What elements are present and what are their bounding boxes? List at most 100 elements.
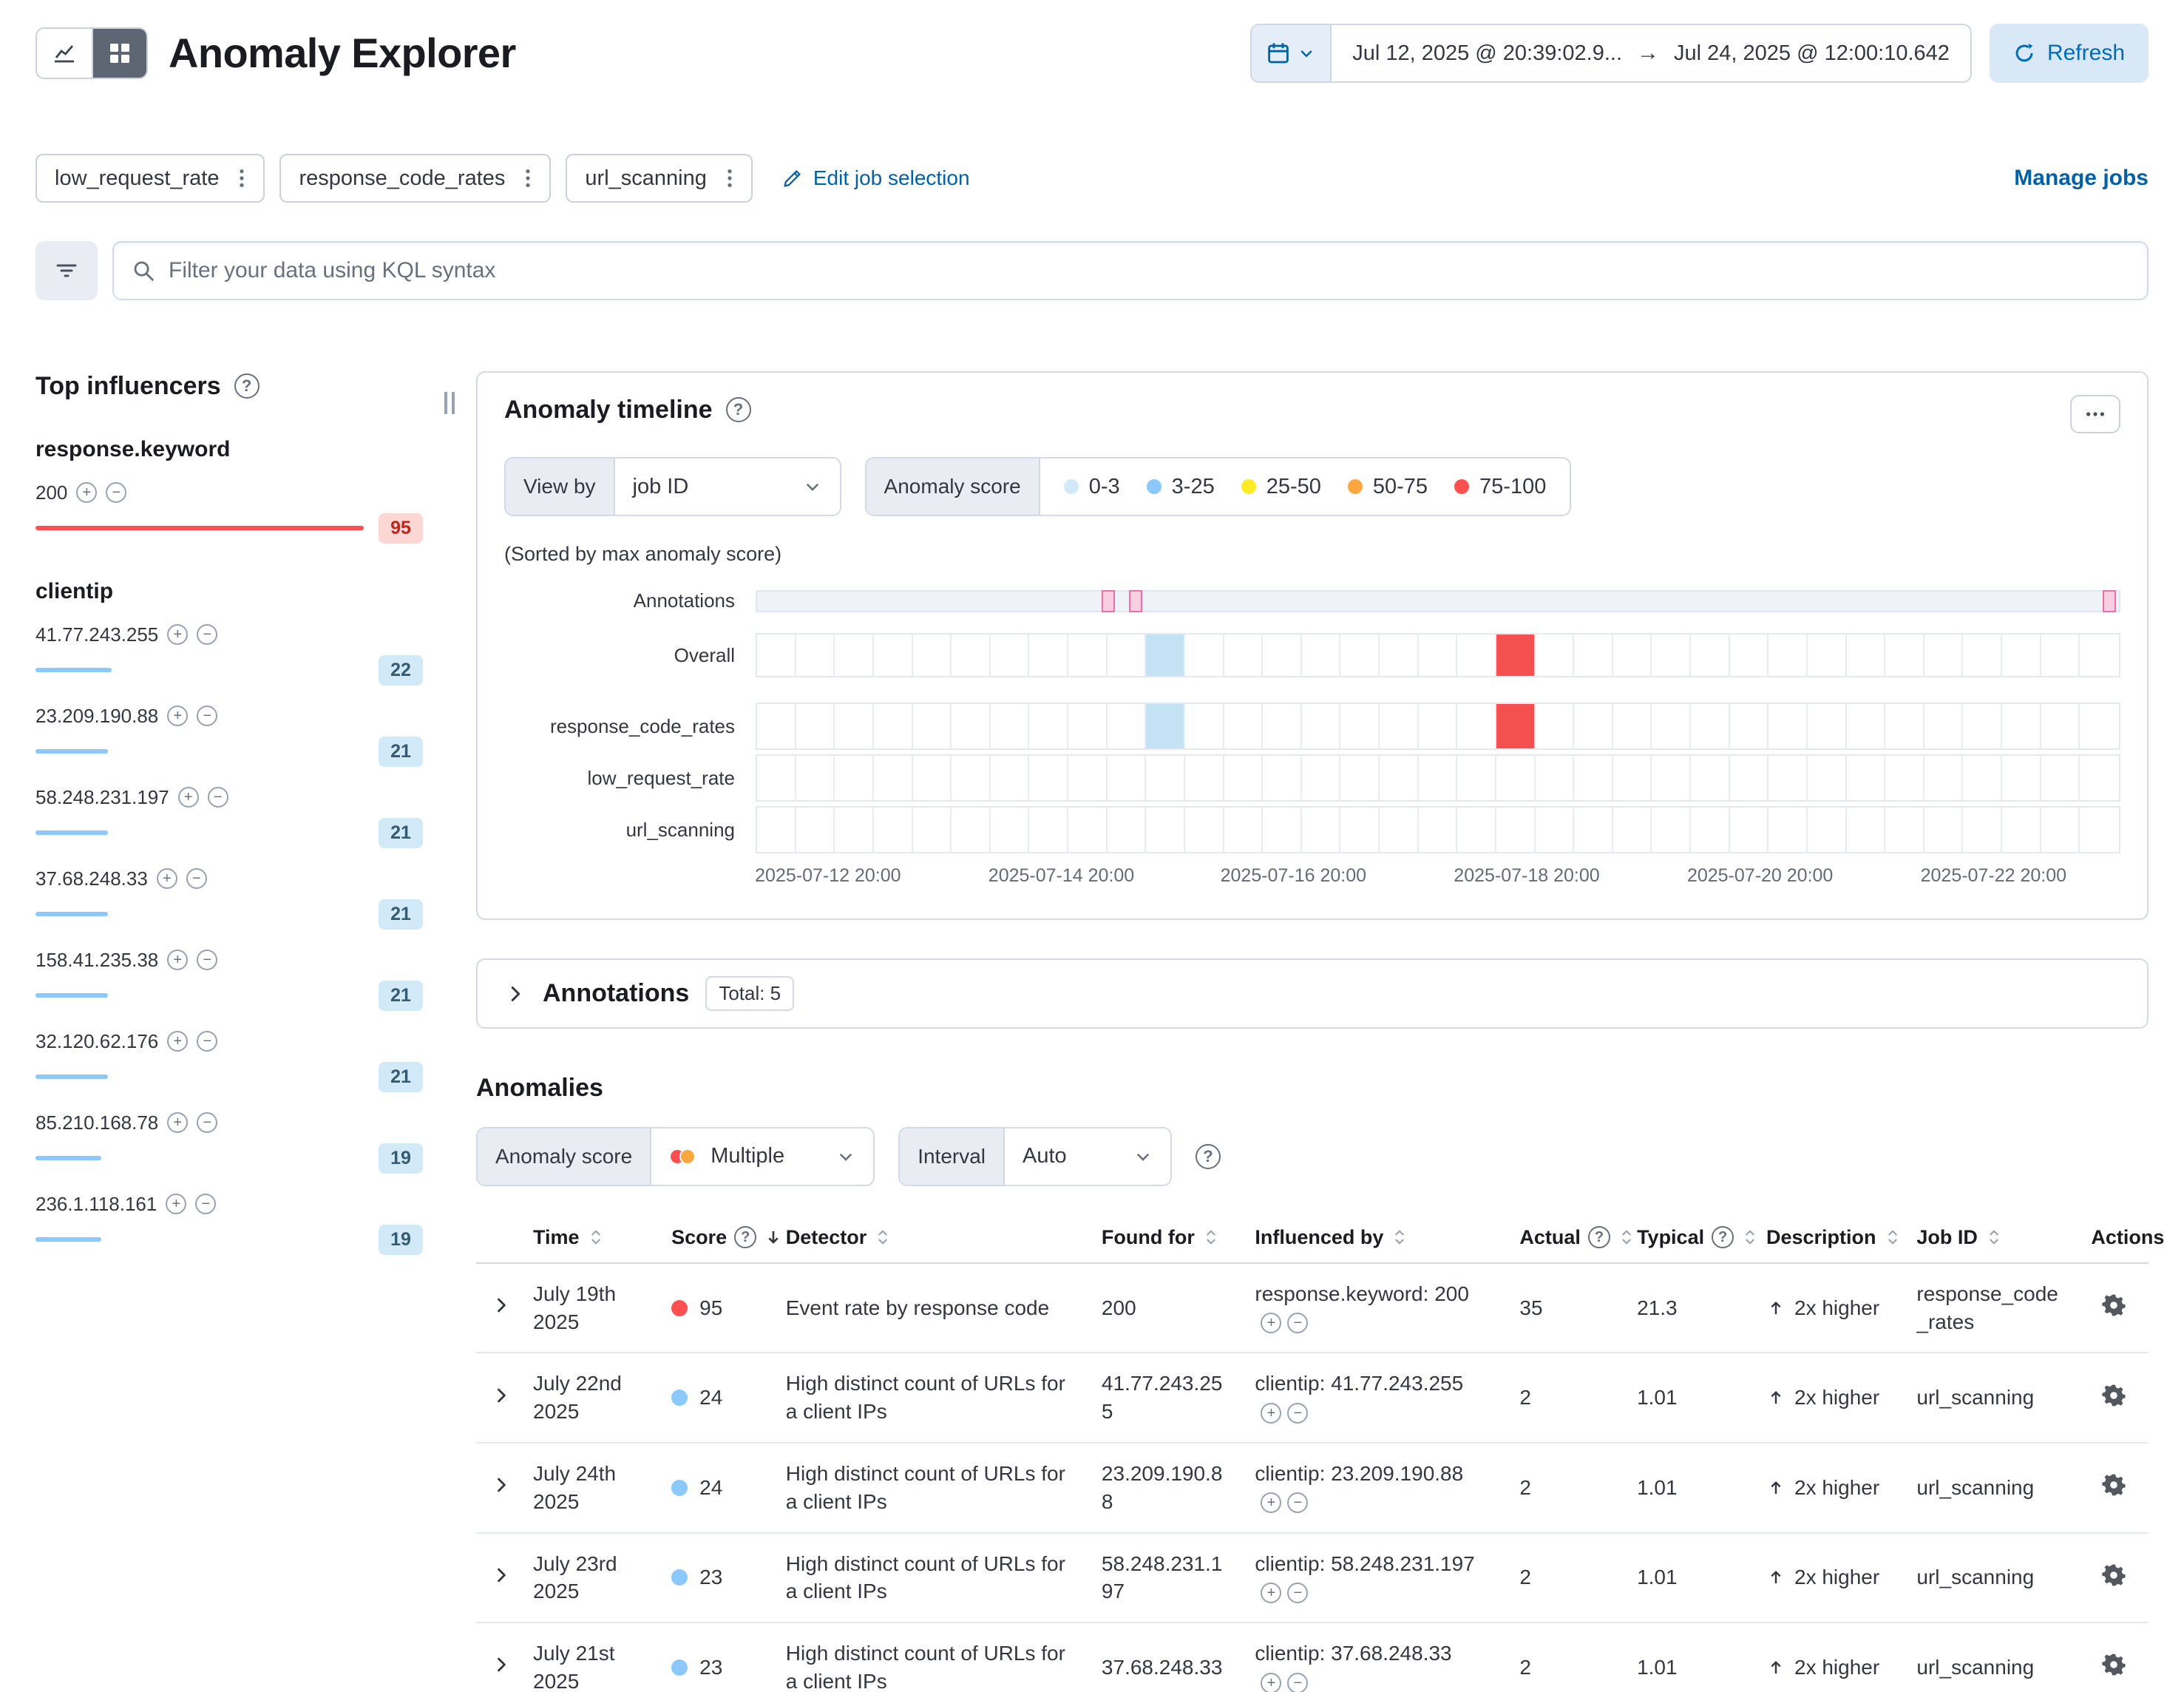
swimlane-cell[interactable]: [1885, 704, 1924, 748]
swimlane-cell[interactable]: [1068, 756, 1108, 800]
swimlane-cell[interactable]: [1924, 808, 1964, 852]
swimlane-cell[interactable]: [1924, 704, 1964, 748]
column-header[interactable]: Typical ?: [1625, 1212, 1755, 1264]
swimlane-cell[interactable]: [874, 634, 913, 676]
swimlane-cell[interactable]: [1963, 704, 2003, 748]
swimlane-cell[interactable]: [1457, 808, 1496, 852]
annotation-marker[interactable]: [2102, 589, 2116, 612]
add-filter-icon[interactable]: +: [1261, 1313, 1282, 1334]
swimlane-cell[interactable]: [1380, 634, 1419, 676]
swimlane-cell[interactable]: [2041, 704, 2080, 748]
swimlane-cell[interactable]: [2080, 808, 2119, 852]
remove-filter-icon[interactable]: −: [207, 787, 228, 808]
swimlane-cell[interactable]: [1340, 756, 1380, 800]
swimlane-cell[interactable]: [1457, 634, 1496, 676]
swimlane-cell[interactable]: [1885, 634, 1924, 676]
swimlane-cell[interactable]: [1924, 756, 1964, 800]
influencer-value[interactable]: 58.248.231.197: [35, 785, 169, 808]
swimlane-cell[interactable]: [1613, 704, 1652, 748]
swimlane-cell[interactable]: [757, 634, 796, 676]
swimlane-cell[interactable]: [1924, 634, 1964, 676]
remove-filter-icon[interactable]: −: [195, 1194, 217, 1215]
dots-vertical-icon[interactable]: [716, 167, 751, 189]
swimlane-cell[interactable]: [1574, 634, 1613, 676]
remove-filter-icon[interactable]: −: [197, 624, 218, 646]
remove-filter-icon[interactable]: −: [197, 1112, 218, 1134]
swimlane-cell[interactable]: [1419, 756, 1458, 800]
start-date-button[interactable]: Jul 12, 2025 @ 20:39:02.9...: [1352, 41, 1623, 65]
end-date-button[interactable]: Jul 24, 2025 @ 12:00:10.642: [1674, 41, 1950, 65]
add-filter-icon[interactable]: +: [1261, 1672, 1282, 1692]
view-by-select[interactable]: job ID: [614, 458, 840, 515]
add-filter-icon[interactable]: +: [167, 1112, 189, 1134]
expand-row-button[interactable]: [488, 1562, 515, 1594]
swimlane-cell[interactable]: [757, 756, 796, 800]
kql-search-input[interactable]: [169, 258, 2129, 283]
swimlane-cell[interactable]: [1419, 634, 1458, 676]
sort-icon[interactable]: [1985, 1228, 2003, 1246]
panel-resize-handle[interactable]: [423, 371, 476, 1692]
interval-select[interactable]: Auto: [1005, 1128, 1171, 1185]
remove-filter-icon[interactable]: −: [1287, 1582, 1309, 1603]
column-header[interactable]: Job ID: [1905, 1212, 2080, 1264]
swimlane-cell[interactable]: [1847, 808, 1886, 852]
swimlane-cell[interactable]: [757, 808, 796, 852]
swimlane-cell[interactable]: [1768, 808, 1808, 852]
swimlane-cell[interactable]: [1380, 808, 1419, 852]
help-icon[interactable]: ?: [1196, 1143, 1221, 1169]
swimlane-cell[interactable]: [2002, 756, 2041, 800]
swimlane-cell[interactable]: [1847, 756, 1886, 800]
swimlane-cell[interactable]: [1108, 704, 1147, 748]
swimlane-cell[interactable]: [1885, 808, 1924, 852]
swimlane-cell[interactable]: [1146, 634, 1185, 676]
row-actions-button[interactable]: [2099, 1381, 2129, 1415]
sort-icon[interactable]: [1884, 1228, 1902, 1246]
swimlane-cell[interactable]: [1224, 756, 1264, 800]
influencer-value[interactable]: 158.41.235.38: [35, 948, 159, 971]
sort-desc-icon[interactable]: [764, 1228, 783, 1247]
swimlane-cell[interactable]: [1419, 704, 1458, 748]
swimlane-cell[interactable]: [1613, 808, 1652, 852]
annotation-marker[interactable]: [1102, 589, 1116, 612]
swimlane-cell[interactable]: [1885, 756, 1924, 800]
swimlane-cell[interactable]: [1146, 756, 1185, 800]
swimlane-cell[interactable]: [1302, 704, 1341, 748]
remove-filter-icon[interactable]: −: [197, 705, 218, 727]
swimlane-cell[interactable]: [835, 704, 874, 748]
swimlane-cell[interactable]: [1068, 704, 1108, 748]
swimlane-cell[interactable]: [991, 704, 1030, 748]
swimlane-cell[interactable]: [1613, 634, 1652, 676]
swimlane-cell[interactable]: [1380, 756, 1419, 800]
annotation-marker[interactable]: [1128, 589, 1142, 612]
swimlane-cell[interactable]: [1691, 634, 1730, 676]
swimlane-cell[interactable]: [1613, 756, 1652, 800]
dots-vertical-icon[interactable]: [228, 167, 263, 189]
swimlane-cell[interactable]: [874, 756, 913, 800]
row-actions-button[interactable]: [2099, 1290, 2129, 1325]
column-header[interactable]: Detector: [773, 1212, 1090, 1264]
expand-annotations-button[interactable]: [504, 983, 526, 1005]
swimlane-cell[interactable]: [1652, 808, 1692, 852]
swimlane-cell[interactable]: [2080, 756, 2119, 800]
expand-row-button[interactable]: [488, 1292, 515, 1324]
influencer-value[interactable]: 41.77.243.255: [35, 623, 159, 646]
swimlane-cell[interactable]: [1029, 704, 1069, 748]
row-actions-button[interactable]: [2099, 1650, 2129, 1685]
dots-vertical-icon[interactable]: [514, 167, 549, 189]
swimlane-cell[interactable]: [1224, 808, 1264, 852]
swimlane-cell[interactable]: [1768, 704, 1808, 748]
swimlane-cell[interactable]: [952, 634, 991, 676]
add-filter-icon[interactable]: +: [76, 482, 98, 504]
swimlane-cell[interactable]: [991, 808, 1030, 852]
swimlane-cell[interactable]: [1496, 808, 1536, 852]
add-filter-icon[interactable]: +: [156, 868, 177, 890]
swimlane-cell[interactable]: [1108, 756, 1147, 800]
anomaly-explorer-view-button[interactable]: [92, 29, 146, 78]
influencer-value[interactable]: 23.209.190.88: [35, 704, 159, 727]
swimlane-cell[interactable]: [1536, 808, 1575, 852]
expand-row-button[interactable]: [488, 1651, 515, 1683]
add-filter-icon[interactable]: +: [1261, 1492, 1282, 1514]
swimlane-cell[interactable]: [1963, 634, 2003, 676]
swimlane-cell[interactable]: [1574, 756, 1613, 800]
remove-filter-icon[interactable]: −: [197, 1031, 218, 1052]
